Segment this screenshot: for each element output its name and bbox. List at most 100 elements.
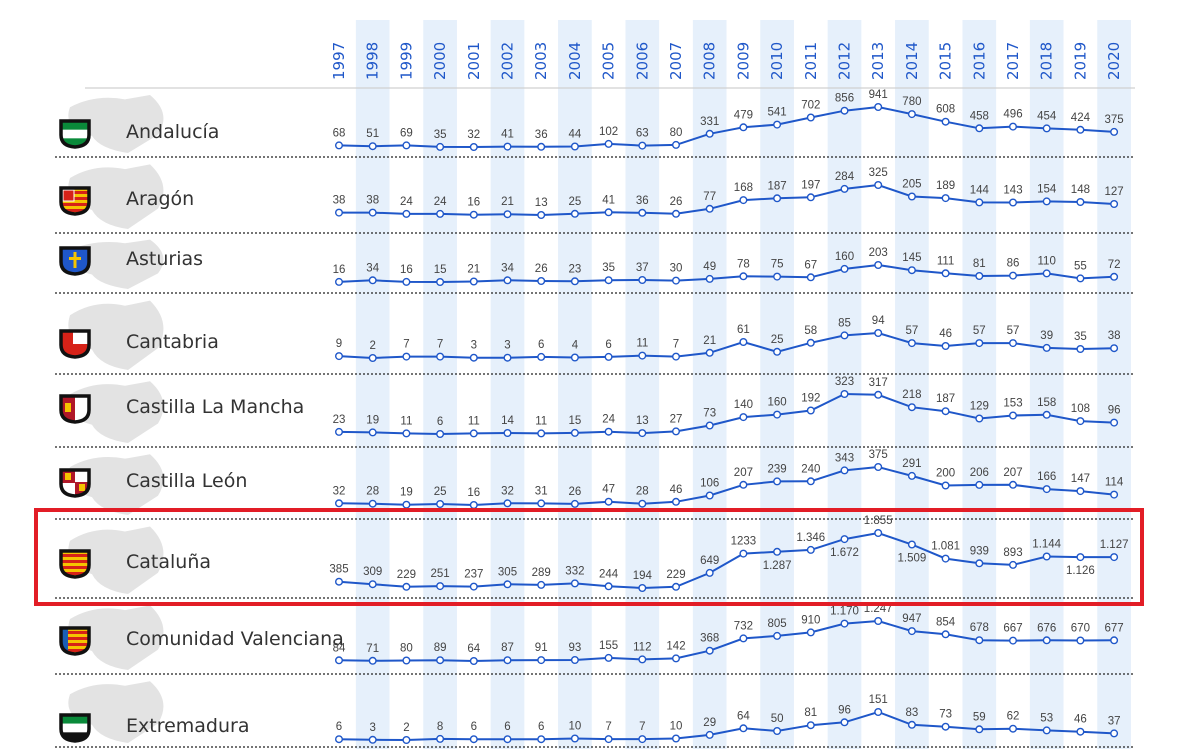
region-shape-cataluna — [68, 526, 164, 594]
value-label-andalucia-2018: 454 — [1037, 110, 1057, 122]
value-label-andalucia-2014: 780 — [902, 96, 921, 108]
year-axis: 1997 1998 1999 2000 2001 2002 2003 2004 2005 2006… — [330, 42, 1123, 80]
value-label-andalucia-2011: 702 — [801, 100, 820, 112]
stripe-2014 — [895, 20, 929, 749]
value-label-castilla-leon-2002: 32 — [501, 485, 514, 497]
value-label-comunidad-valenciana-2012: 1.170 — [830, 606, 859, 618]
data-point-castilla-la-mancha-1998 — [368, 428, 377, 437]
value-label-asturias-2002: 34 — [501, 262, 514, 274]
data-point-aragon-2011 — [806, 193, 815, 202]
region-shape-aragon — [68, 164, 164, 229]
value-label-asturias-2006: 37 — [636, 262, 649, 274]
data-point-castilla-la-mancha-2020 — [1110, 418, 1119, 427]
value-label-andalucia-2004: 44 — [569, 129, 582, 141]
value-label-aragon-2017: 143 — [1003, 185, 1022, 197]
value-label-extremadura-2013: 151 — [869, 694, 888, 706]
data-point-cataluna-2016 — [975, 559, 984, 568]
region-name-extremadura: Extremadura — [126, 715, 250, 737]
value-label-aragon-1998: 38 — [366, 195, 379, 207]
data-point-cantabria-1999 — [402, 352, 411, 361]
data-point-cataluna-2018 — [1042, 552, 1051, 561]
data-point-cataluna-2010 — [773, 547, 782, 556]
value-label-castilla-la-mancha-1997: 23 — [333, 414, 346, 426]
region-shapes — [68, 95, 164, 743]
year-label-2000: 2000 — [431, 42, 449, 80]
data-point-extremadura-2016 — [975, 725, 984, 734]
data-point-asturias-2003 — [537, 277, 546, 286]
stripe-2008 — [692, 20, 727, 749]
data-point-cataluna-1997 — [335, 577, 344, 586]
data-point-cataluna-2014 — [907, 540, 916, 549]
value-label-andalucia-2019: 424 — [1071, 112, 1091, 124]
value-label-cantabria-2014: 57 — [906, 325, 919, 337]
value-label-cataluna-2013: 1.855 — [864, 515, 893, 527]
data-point-asturias-2011 — [806, 273, 815, 282]
value-label-cantabria-2012: 85 — [838, 317, 851, 329]
data-point-comunidad-valenciana-2010 — [773, 631, 782, 640]
data-point-andalucia-2014 — [907, 110, 916, 119]
data-point-extremadura-2008 — [705, 730, 714, 739]
data-point-castilla-la-mancha-2002 — [503, 429, 512, 438]
data-point-aragon-2015 — [941, 194, 950, 203]
data-point-castilla-leon-2003 — [537, 499, 546, 508]
data-point-cantabria-2020 — [1110, 344, 1119, 353]
stripe-2020 — [1097, 20, 1131, 749]
value-label-comunidad-valenciana-2018: 676 — [1037, 622, 1056, 634]
data-point-extremadura-1998 — [368, 735, 377, 744]
stripe-2016 — [962, 20, 997, 749]
series-line-andalucia — [338, 105, 1115, 149]
value-label-andalucia-2006: 63 — [636, 128, 649, 140]
region-shape-extremadura — [68, 681, 164, 743]
year-label-2012: 2012 — [836, 42, 854, 80]
data-point-andalucia-2001 — [469, 142, 478, 151]
value-label-cantabria-2016: 57 — [973, 325, 986, 337]
value-label-cataluna-2019: 1.126 — [1066, 565, 1095, 577]
data-point-cataluna-1998 — [368, 580, 377, 589]
value-label-castilla-leon-2001: 16 — [467, 487, 480, 499]
series-line-comunidad-valenciana — [338, 619, 1115, 663]
data-point-andalucia-2019 — [1076, 125, 1085, 134]
data-point-cantabria-2011 — [806, 338, 815, 347]
value-label-aragon-1997: 38 — [333, 195, 346, 207]
region-name-castilla-leon: Castilla León — [126, 470, 247, 492]
value-label-cantabria-2007: 7 — [673, 339, 679, 351]
data-point-castilla-la-mancha-2010 — [773, 410, 782, 419]
value-label-comunidad-valenciana-2014: 947 — [902, 613, 921, 625]
value-label-extremadura-2008: 29 — [703, 717, 716, 729]
data-point-comunidad-valenciana-2012 — [840, 619, 849, 628]
data-point-extremadura-2006 — [638, 735, 647, 744]
value-label-aragon-1999: 24 — [400, 196, 413, 208]
data-point-cantabria-2018 — [1042, 343, 1051, 352]
data-point-cataluna-2003 — [537, 580, 546, 589]
value-label-comunidad-valenciana-2010: 805 — [768, 618, 787, 630]
row-andalucia: Andalucía 68 51 69 35 32 41 36 44 102 63 80 331 479 54… — [59, 89, 1124, 151]
value-label-extremadura-1999: 2 — [403, 722, 409, 734]
data-point-castilla-leon-2012 — [840, 466, 849, 475]
data-point-cantabria-2008 — [705, 348, 714, 357]
value-label-cataluna-2009: 1233 — [731, 536, 757, 548]
data-point-comunidad-valenciana-2006 — [638, 655, 647, 664]
data-point-andalucia-2020 — [1110, 127, 1119, 136]
data-point-andalucia-2016 — [975, 124, 984, 133]
data-point-castilla-la-mancha-2014 — [907, 403, 916, 412]
data-point-comunidad-valenciana-2019 — [1076, 636, 1085, 645]
data-point-castilla-leon-2010 — [773, 477, 782, 486]
extremadura-flag-icon — [59, 713, 91, 743]
value-label-castilla-leon-2005: 47 — [602, 484, 615, 496]
data-point-aragon-2020 — [1110, 199, 1119, 208]
value-label-cantabria-2015: 46 — [939, 328, 952, 340]
data-point-castilla-la-mancha-2012 — [840, 390, 849, 399]
data-point-cantabria-1998 — [368, 354, 377, 363]
value-label-extremadura-2002: 6 — [504, 721, 510, 733]
value-label-extremadura-2003: 6 — [538, 721, 544, 733]
data-point-cantabria-2003 — [537, 352, 546, 361]
data-point-aragon-2000 — [436, 209, 445, 218]
data-point-extremadura-2011 — [806, 721, 815, 730]
data-point-castilla-leon-2005 — [604, 497, 613, 506]
data-point-asturias-2005 — [604, 276, 613, 285]
data-point-asturias-2010 — [773, 272, 782, 281]
data-point-extremadura-2015 — [941, 722, 950, 731]
data-point-asturias-2019 — [1076, 274, 1085, 283]
data-point-castilla-leon-2008 — [705, 491, 714, 500]
